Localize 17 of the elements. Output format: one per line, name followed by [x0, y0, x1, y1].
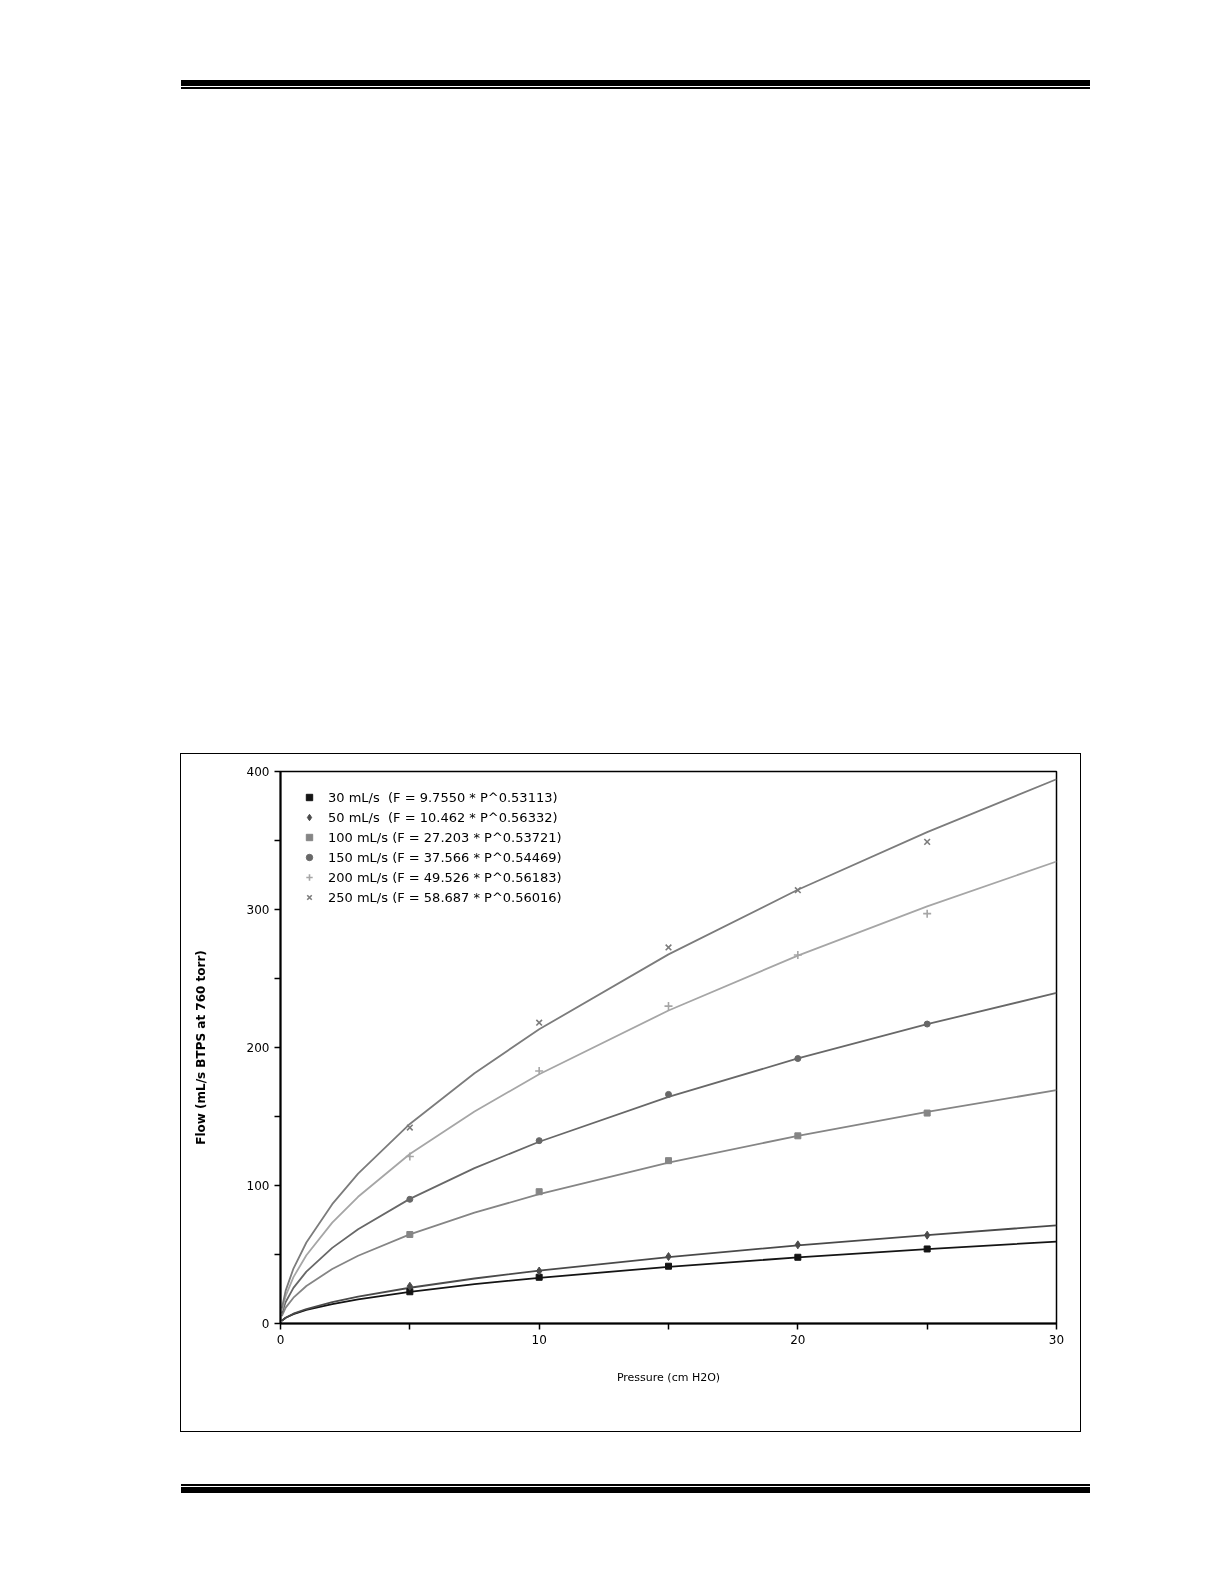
legend-label: 250 mL/s (F = 58.687 * P^0.56016): [328, 889, 562, 905]
legend-label: 100 mL/s (F = 27.203 * P^0.53721): [328, 829, 562, 845]
x-tick-label: 0: [276, 1332, 285, 1347]
legend-label: 150 mL/s (F = 37.566 * P^0.54469): [328, 849, 562, 865]
legend-label: 200 mL/s (F = 49.526 * P^0.56183): [328, 869, 562, 885]
y-tick-label: 400: [246, 765, 270, 779]
x-tick-label: 10: [531, 1332, 547, 1347]
legend-label: 50 mL/s (F = 10.462 * P^0.56332): [328, 809, 558, 825]
y-tick-label: 100: [246, 1179, 270, 1193]
y-tick-label: 200: [246, 1041, 270, 1055]
y-axis-title: Flow (mL/s BTPS at 760 torr): [193, 950, 208, 1145]
x-tick-label: 20: [790, 1332, 806, 1347]
x-axis-title: Pressure (cm H2O): [616, 1370, 721, 1384]
y-tick-label: 0: [261, 1317, 270, 1331]
x-tick-label: 30: [1048, 1332, 1065, 1347]
legend-label: 30 mL/s (F = 9.7550 * P^0.53113): [328, 789, 558, 805]
y-tick-label: 300: [246, 903, 270, 917]
